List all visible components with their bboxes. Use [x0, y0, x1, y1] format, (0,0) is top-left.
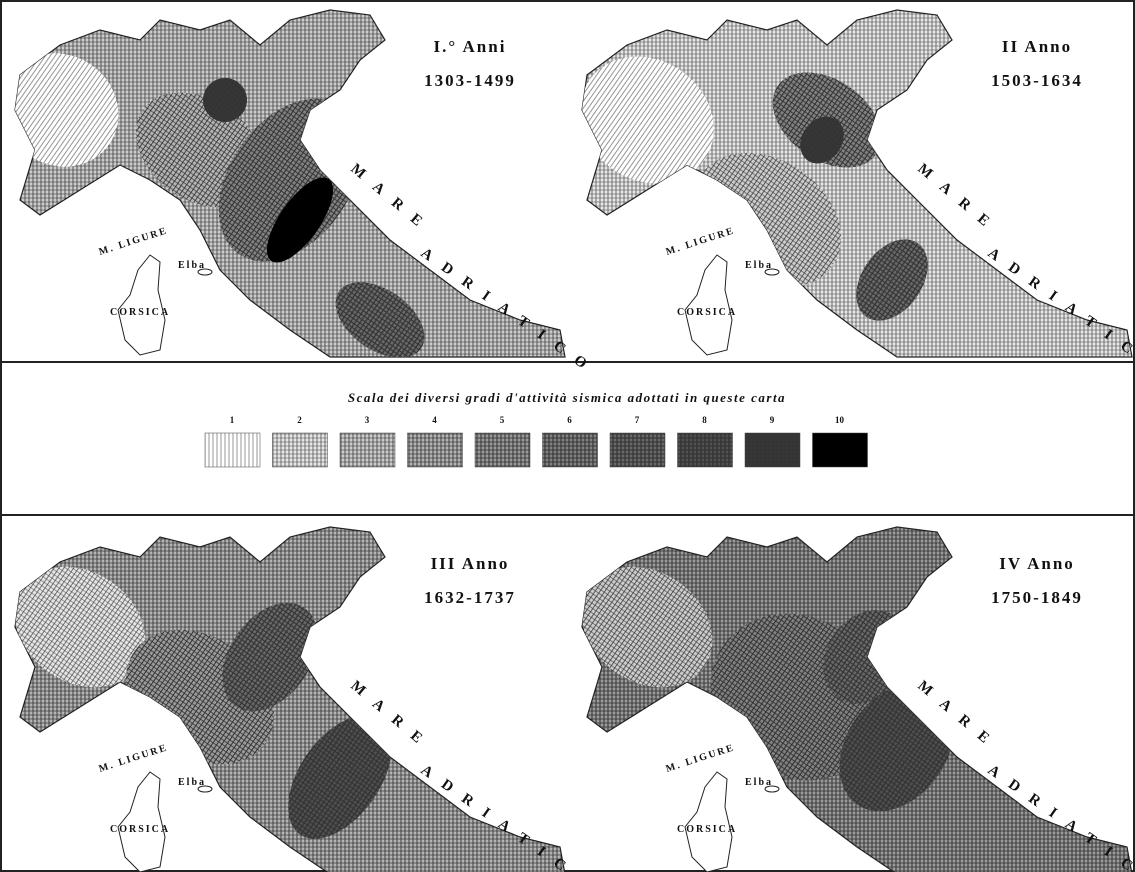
- island-label: CORSICA: [110, 824, 170, 835]
- legend-swatch: [542, 432, 598, 468]
- map-title: II Anno: [1002, 37, 1072, 56]
- activity-zone: [582, 566, 713, 688]
- legend-level: 8: [702, 415, 707, 425]
- island-label: CORSICA: [110, 307, 170, 318]
- island-label: CORSICA: [677, 307, 737, 318]
- island: [684, 254, 733, 356]
- map-title: IV Anno: [999, 554, 1075, 573]
- legend-level: 2: [297, 415, 302, 425]
- activity-zones: [15, 53, 425, 357]
- activity-zone: [856, 239, 928, 321]
- activity-zone: [15, 566, 146, 688]
- activity-zone: [335, 282, 425, 357]
- map-years: 1632-1737: [424, 588, 516, 607]
- activity-zone: [800, 116, 844, 164]
- legend-swatch: [339, 432, 396, 468]
- legend-title: Scala dei diversi gradi d'attività sismi…: [348, 390, 786, 405]
- island: [117, 771, 166, 872]
- legend-level: 6: [567, 415, 572, 425]
- legend-swatch: [812, 432, 868, 468]
- land: [14, 526, 566, 872]
- activity-zone: [222, 602, 318, 712]
- legend-level: 10: [835, 415, 845, 425]
- legend-swatch: [677, 432, 733, 468]
- legend-level: 1: [230, 415, 235, 425]
- legend-level: 4: [432, 415, 437, 425]
- elba: [764, 268, 780, 276]
- sea-label: M. LIGURE: [665, 742, 737, 775]
- island-label: CORSICA: [677, 824, 737, 835]
- activity-zone: [266, 177, 334, 263]
- legend-level: 9: [770, 415, 775, 425]
- legend-level: 7: [635, 415, 640, 425]
- map-years: 1750-1849: [991, 588, 1083, 607]
- legend-level: 5: [500, 415, 505, 425]
- elba: [764, 785, 780, 793]
- elba: [197, 268, 213, 276]
- activity-zone: [203, 78, 247, 122]
- elba-label: Elba: [745, 260, 773, 271]
- sea-label: M. LIGURE: [665, 225, 737, 258]
- legend-swatch: [609, 432, 666, 468]
- legend-swatch: [272, 432, 328, 468]
- activity-zone: [582, 56, 714, 184]
- elba: [197, 785, 213, 793]
- activity-zone: [288, 715, 392, 839]
- elba-label: Elba: [745, 777, 773, 788]
- island: [117, 254, 166, 356]
- sea-label: M. LIGURE: [98, 742, 170, 775]
- legend-swatch: [474, 432, 531, 468]
- map-years: 1303-1499: [424, 71, 516, 90]
- elba-label: Elba: [178, 260, 206, 271]
- elba-label: Elba: [178, 777, 206, 788]
- legend-swatch: [407, 432, 463, 468]
- legend-swatch: [744, 432, 801, 468]
- legend: 1 2 3 4 5 6 7 8 9 10: [204, 415, 868, 468]
- island: [684, 771, 733, 872]
- map-title: III Anno: [431, 554, 510, 573]
- activity-zone: [15, 53, 119, 167]
- legend-level: 3: [365, 415, 370, 425]
- legend-swatch: [204, 432, 261, 468]
- sea-label: M. LIGURE: [98, 225, 170, 258]
- map-years: 1503-1634: [991, 71, 1083, 90]
- map-title: I.° Anni: [434, 37, 507, 56]
